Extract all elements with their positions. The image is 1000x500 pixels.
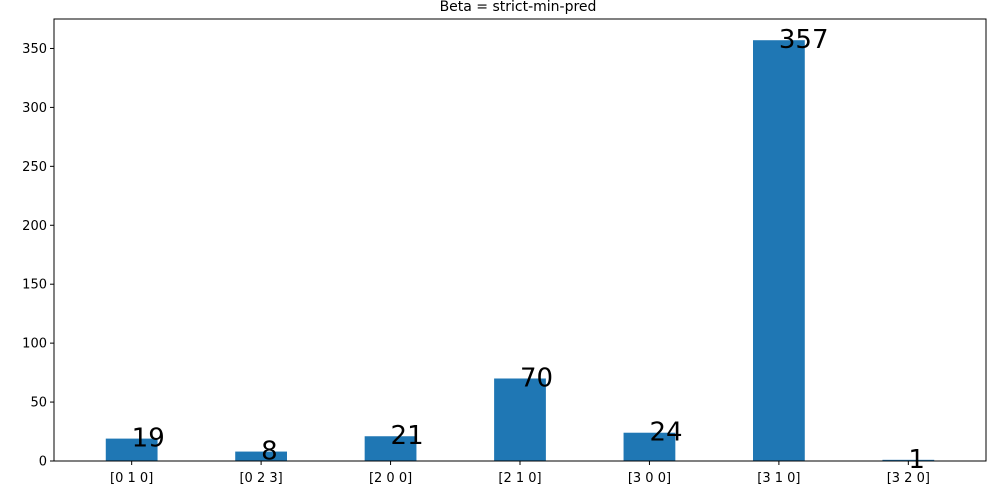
x-axis: [0 1 0] [0 2 3] [2 0 0] [2 1 0] [3 0 0] [3 1 … — [110, 461, 930, 486]
bar-4 — [623, 432, 676, 461]
x-tick-label-2: [2 0 0] — [369, 471, 412, 486]
y-tick-label-4: 200 — [22, 219, 47, 234]
bar-0 — [105, 438, 158, 461]
y-tick-label-2: 100 — [22, 337, 47, 352]
y-tick-label-6: 300 — [22, 101, 47, 116]
bar-1 — [235, 451, 287, 461]
bar-5 — [753, 40, 805, 461]
y-tick-label-7: 350 — [22, 42, 47, 57]
x-tick-label-1: [0 2 3] — [239, 471, 282, 486]
y-tick-label-0: 0 — [39, 455, 47, 470]
data-label-2: 21 — [391, 421, 424, 451]
chart-title: Beta = strict-min-pred — [440, 0, 597, 15]
x-tick-label-6: [3 2 0] — [887, 471, 930, 486]
plot-frame — [53, 18, 987, 462]
data-labels-group: 19 8 21 70 24 357 1 — [132, 25, 925, 475]
bar-3 — [494, 378, 546, 461]
y-tick-label-1: 50 — [30, 396, 47, 411]
x-tick-label-5: [3 1 0] — [757, 471, 800, 486]
y-tick-label-5: 250 — [22, 160, 47, 175]
data-label-0: 19 — [132, 424, 165, 454]
bars-group — [105, 40, 935, 461]
x-tick-label-4: [3 0 0] — [628, 471, 671, 486]
data-label-4: 24 — [649, 418, 682, 448]
data-label-5: 357 — [779, 25, 829, 55]
bar-2 — [364, 436, 417, 461]
bar-6 — [882, 459, 935, 461]
data-label-6: 1 — [908, 445, 925, 475]
data-label-3: 70 — [520, 363, 553, 393]
x-tick-label-0: [0 1 0] — [110, 471, 153, 486]
y-tick-label-3: 150 — [22, 278, 47, 293]
y-axis: 0 50 100 150 200 250 300 350 — [22, 42, 54, 470]
x-tick-label-3: [2 1 0] — [498, 471, 541, 486]
data-label-1: 8 — [261, 437, 278, 467]
